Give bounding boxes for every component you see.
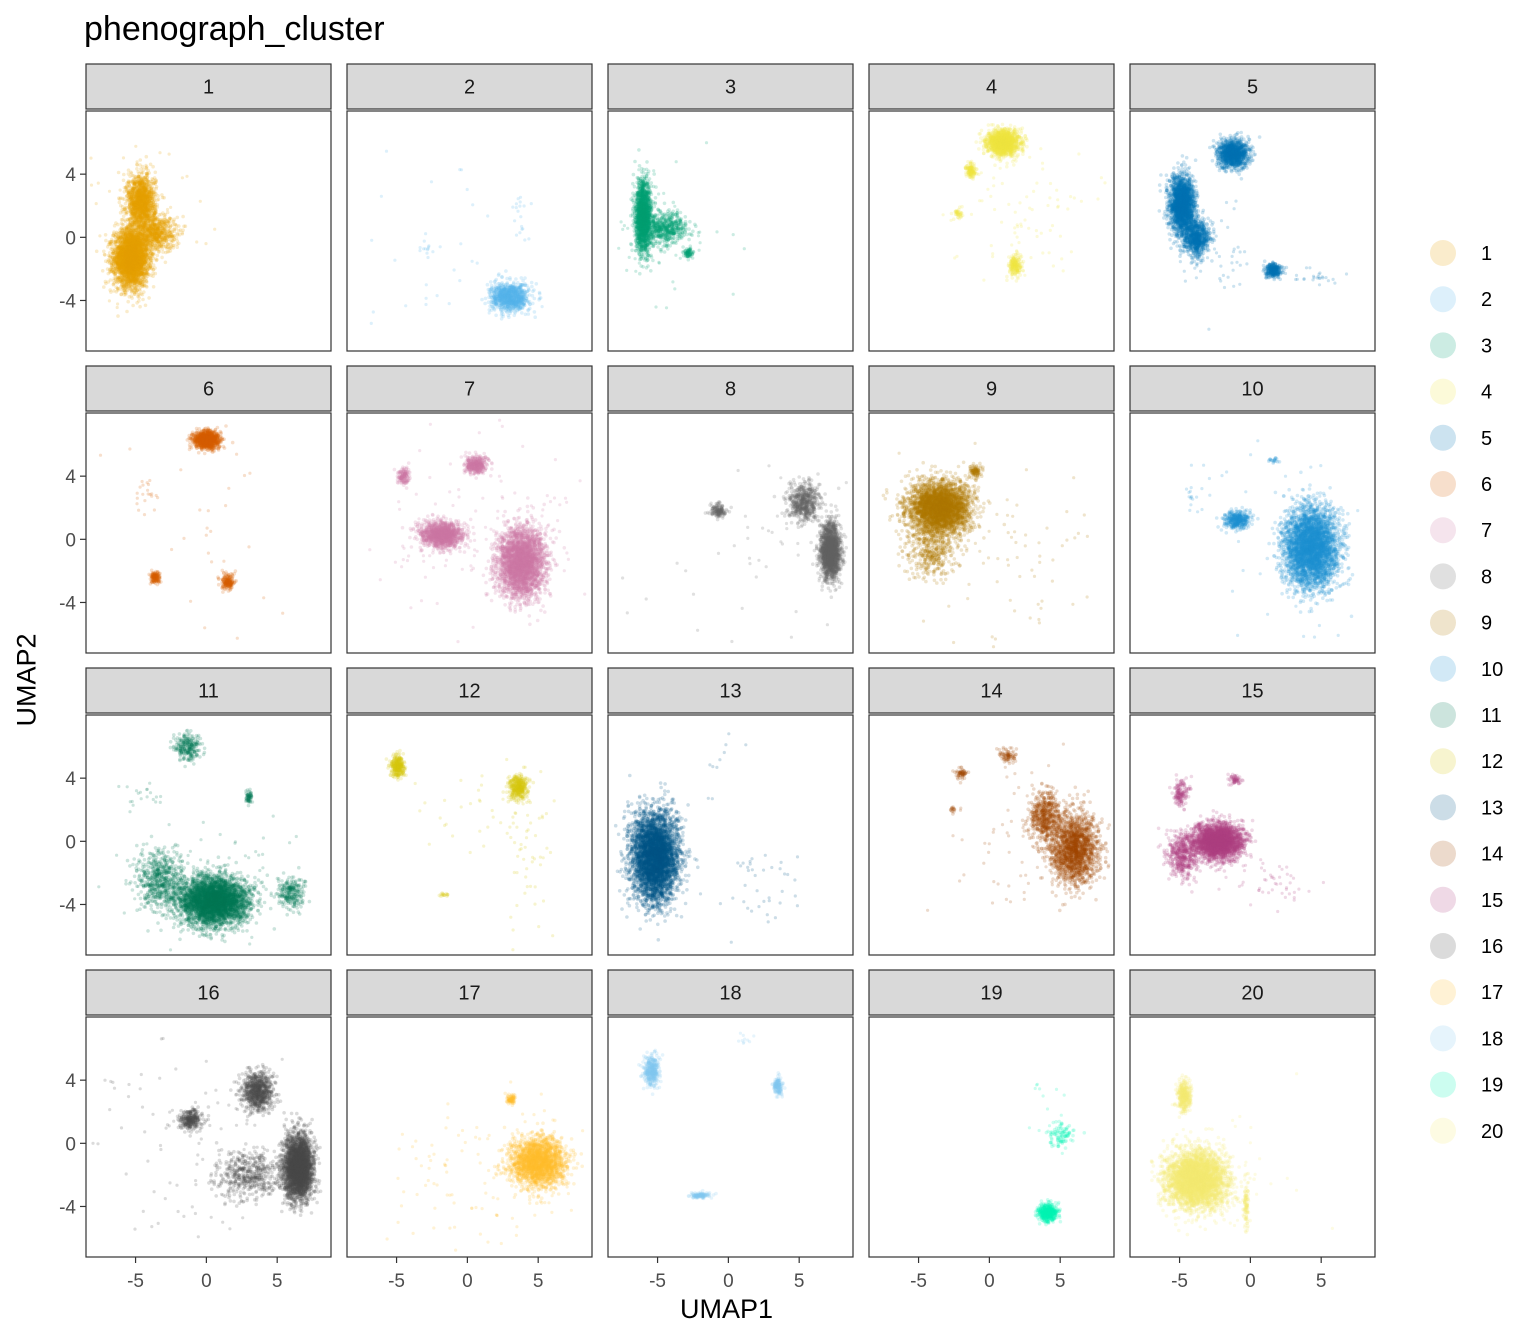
data-point xyxy=(120,222,124,226)
data-point xyxy=(103,253,107,257)
data-point xyxy=(102,285,106,289)
data-point xyxy=(95,250,99,254)
data-point xyxy=(102,250,106,254)
facet-panel-1: 1-404 xyxy=(59,64,331,351)
data-point xyxy=(104,280,108,284)
data-point xyxy=(104,259,108,263)
data-point xyxy=(156,254,160,258)
data-point xyxy=(147,296,151,300)
data-point xyxy=(119,292,123,296)
data-point xyxy=(141,298,145,302)
data-point xyxy=(125,310,129,314)
facet-strip-label: 1 xyxy=(203,77,214,99)
data-point xyxy=(116,314,120,318)
